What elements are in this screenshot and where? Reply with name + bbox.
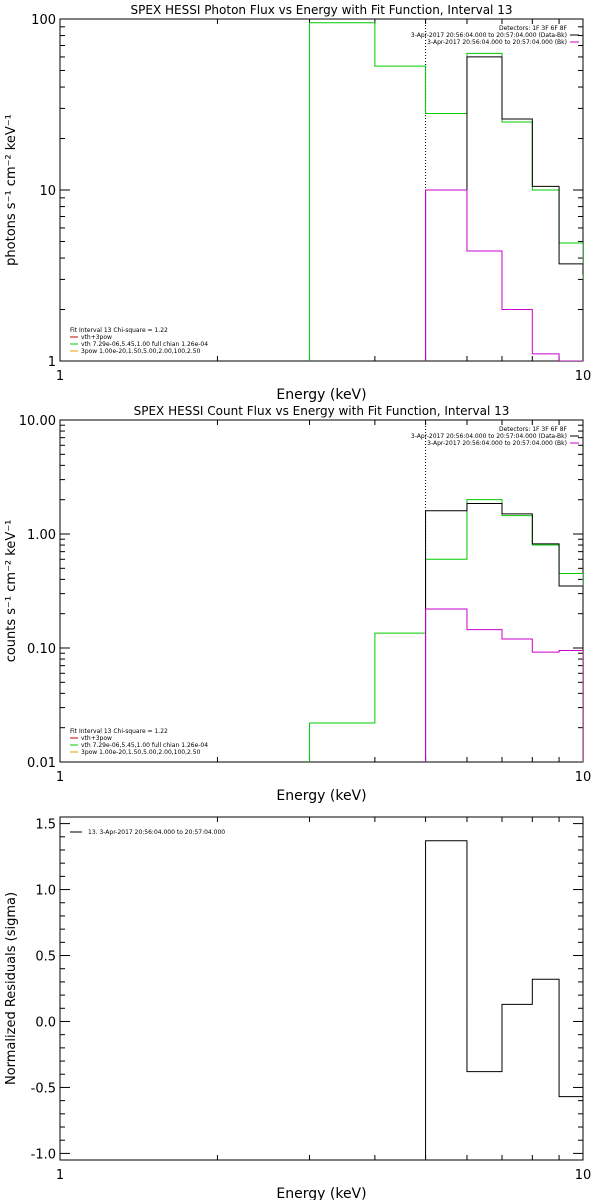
chart-title: SPEX HESSI Count Flux vs Energy with Fit… — [134, 404, 510, 418]
legend-top: Detectors: 1F 3F 6F 8F3-Apr-2017 20:56:0… — [411, 426, 579, 447]
legend-entry: vth 7.29e-06,5.45,1.00 full chian 1.26e-… — [81, 742, 208, 749]
x-tick-label: 1 — [56, 1168, 64, 1183]
chart-title: SPEX HESSI Photon Flux vs Energy with Fi… — [131, 3, 513, 17]
y-tick-label: 0.10 — [27, 642, 56, 657]
legend-bottom: Fit Interval 13 Chi-square = 1.22vth+3po… — [70, 327, 208, 355]
series-line-1 — [425, 840, 583, 1160]
legend-entry: 3-Apr-2017 20:56:04.000 to 20:57:04.000 … — [411, 32, 567, 39]
y-tick-label: 0.01 — [27, 756, 56, 771]
series-line-3 — [425, 189, 583, 361]
legend-bottom: Fit Interval 13 Chi-square = 1.22vth+3po… — [70, 728, 208, 756]
y-tick-label: -0.5 — [31, 1081, 56, 1096]
y-tick-label: -1.0 — [31, 1147, 56, 1162]
legend-entry: Detectors: 1F 3F 6F 8F — [499, 25, 568, 32]
x-axis-label: Energy (keV) — [276, 387, 366, 403]
y-tick-label: 100 — [31, 13, 56, 28]
x-tick-label: 1 — [56, 369, 64, 384]
legend-entry: vth 7.29e-06,5.45,1.00 full chian 1.26e-… — [81, 341, 208, 348]
legend-entry: 3-Apr-2017 20:56:04.000 to 20:57:04.000 … — [427, 39, 567, 46]
series-line-3 — [425, 608, 583, 762]
chart-panel-1: SPEX HESSI Photon Flux vs Energy with Fi… — [4, 3, 592, 403]
x-tick-label: 1 — [56, 770, 64, 785]
legend-entry: 3-Apr-2017 20:56:04.000 to 20:57:04.000 … — [427, 440, 567, 447]
y-axis-label: counts s⁻¹ cm⁻² keV⁻¹ — [4, 520, 19, 663]
x-axis-label: Energy (keV) — [276, 1186, 366, 1200]
legend-top: Detectors: 1F 3F 6F 8F3-Apr-2017 20:56:0… — [411, 25, 579, 46]
series-line-2 — [425, 503, 583, 762]
plot-frame — [59, 419, 584, 763]
y-tick-label: 1.5 — [35, 818, 56, 833]
series-group — [309, 22, 583, 361]
legend-entry: 3-Apr-2017 20:56:04.000 to 20:57:04.000 … — [411, 433, 567, 440]
legend-entry: vth+3pow — [81, 334, 112, 341]
x-tick-label: 10 — [575, 770, 592, 785]
y-axis-label: photons s⁻¹ cm⁻² keV⁻¹ — [4, 114, 19, 266]
y-tick-label: 0.5 — [35, 950, 56, 965]
legend-entry: 13. 3-Apr-2017 20:56:04.000 to 20:57:04.… — [88, 829, 225, 836]
y-tick-label: 10 — [39, 184, 56, 199]
y-tick-label: 10.00 — [19, 414, 56, 429]
y-tick-label: 1 — [48, 355, 56, 370]
legend-entry: Detectors: 1F 3F 6F 8F — [499, 426, 568, 433]
y-tick-label: 1.00 — [27, 528, 56, 543]
legend-entry: 3pow 1.00e-20,1.50,5.00,2.00,100,2.50 — [81, 749, 201, 756]
y-tick-label: 0.0 — [35, 1015, 56, 1030]
legend-top: 13. 3-Apr-2017 20:56:04.000 to 20:57:04.… — [70, 829, 225, 836]
x-tick-label: 10 — [575, 369, 592, 384]
legend-entry: 3pow 1.00e-20,1.50,5.00,2.00,100,2.50 — [81, 348, 201, 355]
series-group — [425, 840, 583, 1160]
y-axis-label: Normalized Residuals (sigma) — [4, 892, 19, 1085]
legend-entry: vth+3pow — [81, 735, 112, 742]
legend-entry: Fit Interval 13 Chi-square = 1.22 — [70, 327, 168, 334]
x-tick-label: 10 — [575, 1168, 592, 1183]
plot-frame — [59, 816, 584, 1161]
x-axis-label: Energy (keV) — [276, 788, 366, 804]
chart-panel-2: SPEX HESSI Count Flux vs Energy with Fit… — [4, 404, 591, 804]
y-tick-label: 1.0 — [35, 884, 56, 899]
legend-entry: Fit Interval 13 Chi-square = 1.22 — [70, 728, 168, 735]
chart-panel-3: Energy (keV) Normalized Residuals (sigma)… — [4, 816, 592, 1200]
series-group — [309, 499, 583, 762]
